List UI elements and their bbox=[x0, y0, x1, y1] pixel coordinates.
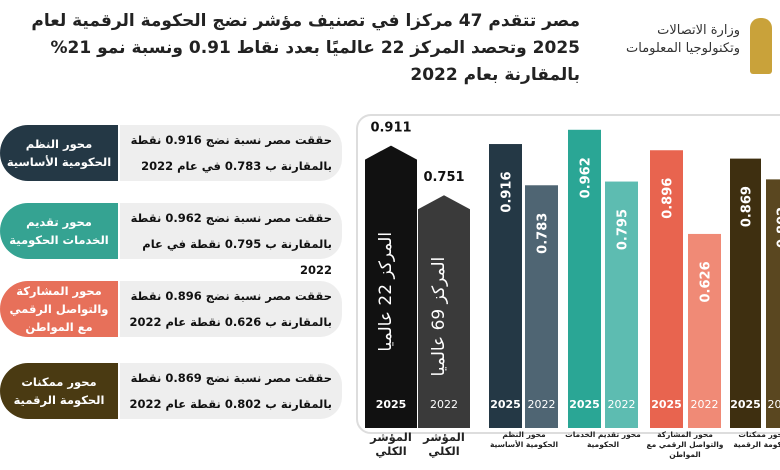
series-label: 2025 bbox=[490, 398, 521, 411]
bar bbox=[766, 179, 780, 428]
series-label: 2025 bbox=[376, 398, 407, 411]
series-label: 2025 bbox=[730, 398, 761, 411]
bar bbox=[730, 158, 761, 429]
panel-line: حققت مصر نسبة نضج 0.916 نقطة bbox=[130, 133, 332, 147]
chart-frame bbox=[356, 114, 780, 434]
value-label: 0.962 bbox=[579, 157, 594, 198]
panel-text: حققت مصر نسبة نضج 0.869 نقطة بالمقارنة ب … bbox=[120, 363, 342, 419]
series-label: 2022 bbox=[608, 398, 636, 411]
panel-title: محور المشاركة والتواصل الرقمي مع المواطن bbox=[0, 281, 118, 337]
panel-row: محور تقديم الخدمات الحكومية حققت مصر نسبة… bbox=[0, 203, 342, 277]
rank-annotation: المركز 22 عالميا bbox=[376, 232, 396, 352]
panel-text: حققت مصر نسبة نضج 0.896 نقطة بالمقارنة ب … bbox=[120, 281, 342, 337]
panel-line: حققت مصر نسبة نضج 0.869 نقطة bbox=[130, 371, 332, 385]
value-label: 0.783 bbox=[536, 213, 551, 254]
value-label: 0.802 bbox=[776, 207, 780, 248]
value-label: 0.751 bbox=[423, 170, 464, 185]
logo-line: وزارة الاتصالات bbox=[657, 23, 740, 38]
panel-title: محور تقديم الخدمات الحكومية bbox=[0, 203, 118, 259]
value-label: 0.869 bbox=[740, 186, 755, 227]
bar bbox=[489, 144, 522, 429]
series-label: 2022 bbox=[430, 398, 458, 411]
panel-line: بالمقارنة ب 0.795 نقطة في عام 2022 bbox=[142, 237, 332, 277]
value-label: 0.795 bbox=[616, 209, 631, 250]
bar bbox=[688, 233, 721, 428]
panel-row: محور ممكنات الحكومة الرقمية حققت مصر نسبة… bbox=[0, 363, 342, 419]
panel-line: حققت مصر نسبة نضج 0.896 نقطة bbox=[130, 289, 332, 303]
series-label: 2022 bbox=[528, 398, 556, 411]
panel-text: حققت مصر نسبة نضج 0.962 نقطة بالمقارنة ب … bbox=[120, 203, 342, 277]
logo: وزارة الاتصالات وتكنولوجيا المعلومات bbox=[590, 22, 740, 58]
bar bbox=[525, 185, 558, 428]
category-label: المؤشر الكلي bbox=[423, 430, 465, 458]
panel-line: بالمقارنة ب 0.802 نقطة عام 2022 bbox=[129, 397, 332, 411]
category-label: محور المشاركة والتواصل الرقمي مع المواطن bbox=[646, 430, 724, 459]
logo-icon bbox=[750, 18, 772, 74]
category-label: محور تقديم الخدمات الحكومية bbox=[565, 430, 641, 449]
series-label: 2025 bbox=[569, 398, 600, 411]
panel-line: بالمقارنة ب 0.783 في عام 2022 bbox=[141, 159, 332, 173]
category-label: محور النظم الحكومية الأساسية bbox=[489, 430, 559, 449]
series-label: 2025 bbox=[651, 398, 682, 411]
bar bbox=[605, 181, 638, 428]
value-label: 0.911 bbox=[370, 121, 411, 136]
arrow-bar bbox=[365, 145, 417, 428]
category-label: محور ممكنات الحكومة الرقمية bbox=[733, 430, 780, 449]
panel-title: محور ممكنات الحكومة الرقمية bbox=[0, 363, 118, 419]
panel-title: محور النظم الحكومية الأساسية bbox=[0, 125, 118, 181]
panel-text: حققت مصر نسبة نضج 0.916 نقطة بالمقارنة ب … bbox=[120, 125, 342, 181]
panel-line: بالمقارنة ب 0.626 نقطة عام 2022 bbox=[129, 315, 332, 329]
bar bbox=[568, 129, 601, 428]
logo-line: وتكنولوجيا المعلومات bbox=[626, 41, 740, 56]
panel-row: محور المشاركة والتواصل الرقمي مع المواطن… bbox=[0, 281, 342, 337]
headline: مصر تتقدم 47 مركزا في تصنيف مؤشر نضج الح… bbox=[10, 8, 580, 89]
series-label: 2022 bbox=[691, 398, 719, 411]
value-label: 0.916 bbox=[500, 171, 515, 212]
series-label: 2022 bbox=[768, 398, 780, 411]
value-label: 0.896 bbox=[661, 178, 676, 219]
rank-annotation: المركز 69 عالميا bbox=[429, 257, 449, 377]
arrow-bar bbox=[418, 195, 470, 428]
value-label: 0.626 bbox=[699, 261, 714, 302]
headline-line: 2025 وتحصد المركز 22 عالميًا بعدد نقاط 0… bbox=[50, 38, 580, 58]
category-label: المؤشر الكلي bbox=[370, 430, 412, 458]
bar bbox=[650, 150, 683, 429]
headline-line: بالمقارنة بعام 2022 bbox=[410, 65, 580, 85]
panel-line: حققت مصر نسبة نضج 0.962 نقطة bbox=[130, 211, 332, 225]
panel-row: محور النظم الحكومية الأساسية حققت مصر نسب… bbox=[0, 125, 342, 181]
headline-line: مصر تتقدم 47 مركزا في تصنيف مؤشر نضج الح… bbox=[31, 11, 580, 31]
